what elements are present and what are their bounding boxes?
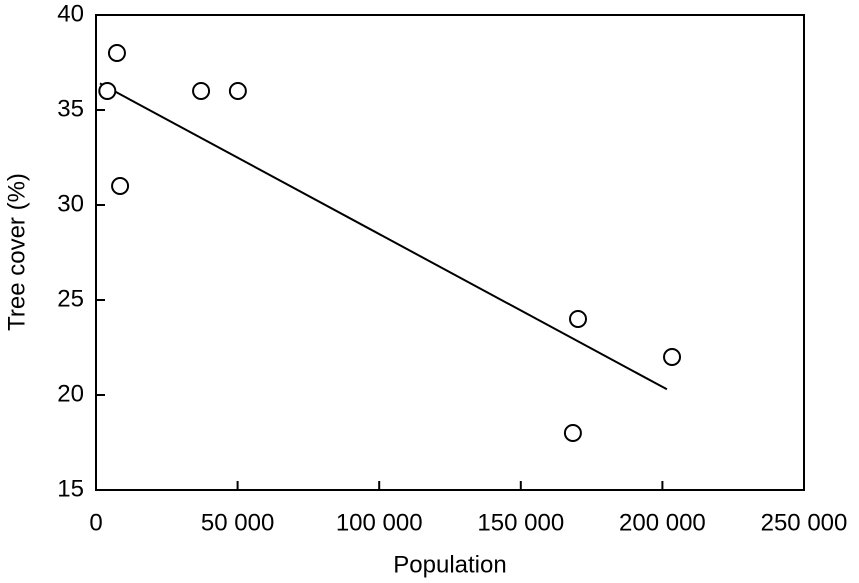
y-tick-label: 40 [57,0,84,27]
point [663,348,682,366]
point [111,177,130,195]
y-tick-label: 20 [57,380,84,407]
y-axis-label: Tree cover (%) [3,173,30,331]
point [98,82,117,100]
x-tick-label: 250 000 [761,509,848,536]
point [192,82,211,100]
point [569,310,588,328]
y-tick-label: 25 [57,285,84,312]
point [107,44,126,62]
y-tick-label: 15 [57,475,84,502]
trend-line [99,82,668,391]
y-tick-label: 30 [57,190,84,217]
x-tick-label: 0 [89,509,102,536]
x-tick-label: 200 000 [619,509,706,536]
x-axis-label: Population [393,551,506,578]
plot-frame [95,14,805,491]
x-tick-label: 150 000 [477,509,564,536]
point [228,82,247,100]
point [563,424,582,442]
x-tick-label: 100 000 [336,509,423,536]
y-tick-label: 35 [57,95,84,122]
x-tick-label: 50 000 [201,509,274,536]
